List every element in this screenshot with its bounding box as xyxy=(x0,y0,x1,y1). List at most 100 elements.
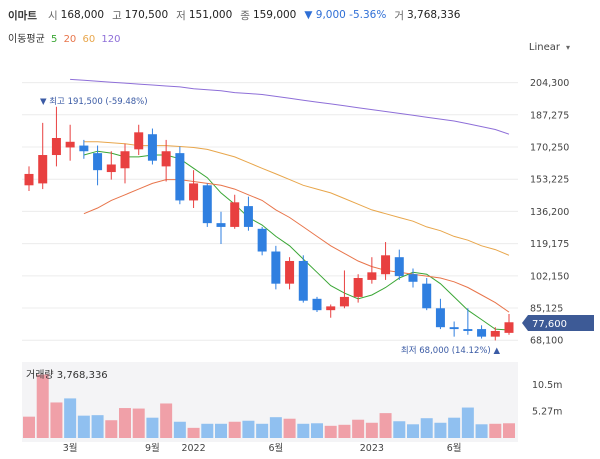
candle-body xyxy=(257,228,267,252)
candle-body xyxy=(65,141,75,148)
ma-120-line xyxy=(70,78,510,135)
close-label: 종 xyxy=(240,9,250,22)
price-tick-label: 85,125 xyxy=(530,304,563,315)
candle-body xyxy=(435,308,445,328)
price-tick-label: 204,300 xyxy=(530,78,569,89)
candle-body xyxy=(477,329,487,337)
price-header: 이마트 시 168,000 고 170,500 저 151,000 종 159,… xyxy=(8,6,465,24)
candle-body xyxy=(339,296,349,307)
candle-body xyxy=(422,283,432,309)
time-tick-label: 6월 xyxy=(447,442,462,454)
current-price-tag: 77,600 xyxy=(522,315,594,331)
candle-body xyxy=(298,260,308,301)
volume-bar xyxy=(379,413,392,438)
volume-bar xyxy=(420,418,433,438)
stock-name: 이마트 xyxy=(8,9,37,22)
volume-bar xyxy=(311,423,323,438)
scale-mode-label: Linear xyxy=(528,42,560,53)
candle-body xyxy=(504,322,514,333)
candle-body xyxy=(38,155,48,184)
price-tick-label: 187,275 xyxy=(530,110,569,121)
chevron-down-icon: ▾ xyxy=(565,43,570,52)
volume-bar xyxy=(187,427,200,438)
volume-bar xyxy=(228,421,241,438)
volume-bar xyxy=(64,398,77,438)
price-tick-label: 119,175 xyxy=(530,239,569,250)
ma-20-line xyxy=(83,179,510,313)
candle-body xyxy=(202,185,212,224)
volume-bar xyxy=(283,418,296,438)
volume-bar xyxy=(256,423,269,438)
volume-bar xyxy=(461,407,474,438)
candle-body xyxy=(51,138,61,156)
volume-bar xyxy=(160,403,173,438)
volume-bar xyxy=(338,424,351,438)
candle-body xyxy=(93,153,103,171)
open-label: 시 xyxy=(47,9,58,22)
candle-body xyxy=(24,173,34,186)
candle-body xyxy=(463,329,473,331)
candle-body xyxy=(120,151,130,169)
volume-bar xyxy=(365,422,378,438)
price-tick-label: 170,250 xyxy=(530,142,569,153)
volume-bar xyxy=(407,424,419,438)
volume-bar xyxy=(173,421,186,438)
candle-body xyxy=(408,274,418,282)
candle-body xyxy=(285,260,295,284)
candle-body xyxy=(353,278,363,297)
candle-body xyxy=(271,251,281,284)
high-annotation: ▼ 최고 191,500 (-59.48%) xyxy=(40,96,148,107)
volume-bar xyxy=(393,421,406,438)
candle-body xyxy=(326,306,336,311)
candle-body xyxy=(490,330,500,337)
candle-body xyxy=(134,132,144,150)
volume-title: 거래량 3,768,336 xyxy=(26,369,108,381)
time-tick-label: 2023 xyxy=(360,443,384,454)
scale-mode-selector[interactable]: Linear ▾ xyxy=(529,42,570,53)
price-tick-label: 153,225 xyxy=(530,175,569,186)
volume-bar xyxy=(297,423,310,438)
volume-bar xyxy=(352,419,365,438)
candle-body xyxy=(189,183,199,201)
candle-body xyxy=(230,202,240,227)
ma-60-line xyxy=(83,141,510,256)
price-tick-label: 68,100 xyxy=(530,336,563,347)
candle-body xyxy=(175,153,185,201)
volume-bar xyxy=(503,423,515,438)
high-label: 고 xyxy=(112,9,122,22)
volume-bar xyxy=(146,417,159,438)
volume-tick-label: 5.27m xyxy=(532,407,562,418)
candle-body xyxy=(394,257,404,277)
ma-5-label[interactable]: 5 xyxy=(51,34,58,45)
volume-bar xyxy=(50,402,63,438)
candles xyxy=(24,106,514,341)
price-tick-label: 102,150 xyxy=(530,271,569,282)
ma-5-line xyxy=(83,150,510,331)
volume-bar xyxy=(489,423,502,438)
volume-bar xyxy=(119,408,131,438)
volume-bar xyxy=(269,417,282,438)
low-value: 151,000 xyxy=(188,9,233,21)
current-price-label: 77,600 xyxy=(532,319,567,330)
high-value: 170,500 xyxy=(124,9,169,21)
close-value: 159,000 xyxy=(252,9,297,21)
candle-body xyxy=(106,164,116,173)
volume-bar xyxy=(201,423,214,438)
candle-body xyxy=(449,327,459,330)
time-axis: 3월 9월 2022 6월 2023 6월 xyxy=(63,442,462,454)
change-value: ▼ 9,000 -5.36% xyxy=(304,9,387,21)
volume-bar xyxy=(475,424,488,438)
volume-axis: 10.5m 5.27m xyxy=(532,380,562,418)
moving-average-lines xyxy=(70,78,510,331)
ma-60-label[interactable]: 60 xyxy=(82,34,96,45)
time-tick-label: 9월 xyxy=(145,442,160,454)
price-grid xyxy=(22,82,518,341)
volume-bar xyxy=(91,415,104,438)
volume-bar xyxy=(132,408,145,438)
candle-body xyxy=(367,272,377,280)
ma-120-label[interactable]: 120 xyxy=(101,34,121,45)
volume-bar xyxy=(448,417,461,438)
ma-20-label[interactable]: 20 xyxy=(63,34,77,45)
open-value: 168,000 xyxy=(60,9,105,21)
